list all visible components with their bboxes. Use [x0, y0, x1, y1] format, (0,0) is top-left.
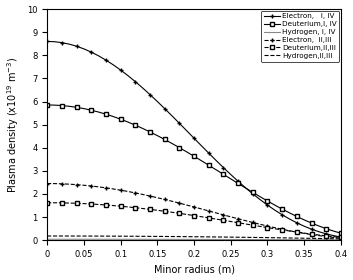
X-axis label: Minor radius (m): Minor radius (m) [154, 264, 234, 274]
Y-axis label: Plasma density (x10$^{19}$ m$^{-3}$): Plasma density (x10$^{19}$ m$^{-3}$) [6, 57, 21, 193]
Legend: Electron,   I, IV, Deuterium,I, IV, Hydrogen, I, IV, Electron,  II,III, Deuteriu: Electron, I, IV, Deuterium,I, IV, Hydrog… [261, 11, 340, 62]
